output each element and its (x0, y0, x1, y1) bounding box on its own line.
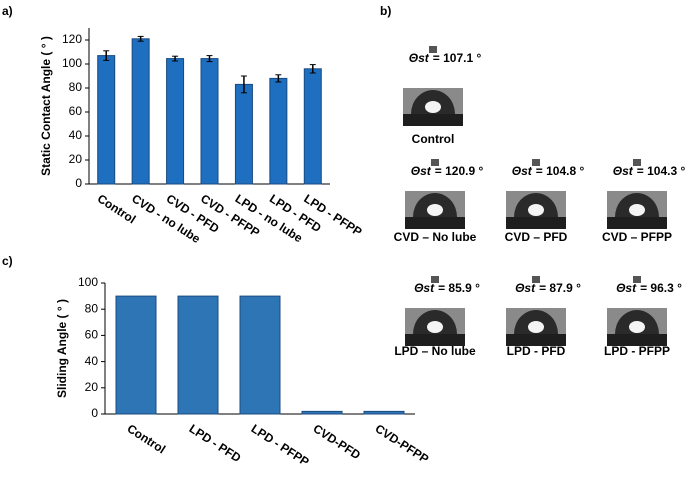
y-tick-label: 120 (62, 32, 82, 46)
droplet-label: LPD – No lube (394, 344, 476, 358)
needle (532, 159, 540, 166)
droplet-image (403, 46, 463, 126)
x-tick-label: CVD-PFPP (373, 421, 432, 466)
panel-label: c) (2, 254, 13, 268)
needle (633, 159, 641, 166)
droplet-label: LPD - PFD (507, 344, 566, 358)
needle (633, 276, 641, 283)
drop-highlight (629, 321, 645, 333)
angle-symbol: Θst (613, 164, 634, 178)
substrate-base (607, 334, 667, 346)
droplet-image (405, 159, 465, 229)
angle-label: Θst = 104.8 ° (512, 164, 585, 178)
angle-symbol: Θst (616, 281, 637, 295)
droplet-label: LPD - PFPP (604, 344, 670, 358)
x-tick-label: Control (125, 421, 168, 456)
substrate-base (506, 334, 566, 346)
substrate-base (405, 217, 465, 229)
droplet-label: CVD – PFPP (602, 230, 672, 244)
y-tick-label: 80 (69, 80, 83, 94)
y-tick-label: 60 (69, 104, 83, 118)
droplet-image (607, 276, 667, 346)
angle-label: Θst = 120.9 ° (411, 164, 484, 178)
substrate-base (506, 217, 566, 229)
droplet-label: Control (412, 132, 455, 146)
y-tick-label: 100 (62, 56, 82, 70)
y-tick-label: 60 (85, 328, 99, 342)
bar (115, 295, 157, 415)
drop-highlight (427, 204, 443, 216)
y-tick-label: 20 (69, 152, 83, 166)
bar (239, 295, 281, 415)
y-tick-label: 80 (85, 301, 99, 315)
drop-highlight (629, 204, 645, 216)
needle (532, 276, 540, 283)
bar (131, 38, 150, 185)
droplet-label: CVD – PFD (505, 230, 568, 244)
drop-highlight (427, 321, 443, 333)
droplet-label: CVD – No lube (394, 230, 477, 244)
y-tick-label: 0 (91, 406, 98, 420)
bar (166, 58, 185, 185)
angle-value: = 104.3 ° (637, 164, 685, 178)
angle-label: Θst = 107.1 ° (409, 51, 482, 65)
angle-label: Θst = 96.3 ° (616, 281, 682, 295)
y-axis-label: Static Contact Angle ( ° ) (39, 36, 53, 176)
needle (431, 159, 439, 166)
bar (200, 58, 219, 185)
needle (429, 46, 437, 53)
droplet-image (405, 276, 465, 346)
angle-value: = 87.9 ° (539, 281, 581, 295)
angle-value: = 104.8 ° (536, 164, 585, 178)
panel-label: a) (2, 4, 13, 18)
droplet-image (607, 159, 667, 229)
substrate-base (403, 114, 463, 126)
angle-symbol: Θst (409, 51, 430, 65)
angle-symbol: Θst (515, 281, 536, 295)
drop-highlight (425, 101, 441, 113)
bar (234, 83, 253, 185)
bar (97, 55, 116, 185)
x-tick-label: Control (95, 191, 138, 226)
angle-label: Θst = 104.3 ° (613, 164, 685, 178)
angle-label: Θst = 85.9 ° (414, 281, 480, 295)
angle-symbol: Θst (512, 164, 533, 178)
bar (269, 77, 288, 185)
drop-highlight (528, 321, 544, 333)
substrate-base (405, 334, 465, 346)
y-axis-label: Sliding Angle ( ° ) (55, 299, 69, 398)
angle-value: = 107.1 ° (433, 51, 482, 65)
angle-value: = 120.9 ° (435, 164, 484, 178)
y-tick-label: 40 (85, 354, 99, 368)
bar (301, 410, 343, 415)
angle-symbol: Θst (411, 164, 432, 178)
x-tick-label: CVD-PFD (311, 421, 364, 462)
angle-label: Θst = 87.9 ° (515, 281, 581, 295)
x-tick-label: LPD - PFD (187, 421, 244, 465)
substrate-base (607, 217, 667, 229)
drop-highlight (528, 204, 544, 216)
y-tick-label: 40 (69, 128, 83, 142)
y-tick-label: 20 (85, 380, 99, 394)
panel-label: b) (380, 4, 391, 18)
y-tick-label: 100 (78, 275, 98, 289)
angle-value: = 85.9 ° (438, 281, 480, 295)
bar (363, 410, 405, 415)
droplet-image (506, 159, 566, 229)
droplet-image (506, 276, 566, 346)
y-tick-label: 0 (75, 176, 82, 190)
bar (303, 68, 322, 185)
x-tick-label: LPD - PFPP (249, 421, 312, 469)
bar (177, 295, 219, 415)
needle (431, 276, 439, 283)
angle-value: = 96.3 ° (640, 281, 682, 295)
angle-symbol: Θst (414, 281, 435, 295)
